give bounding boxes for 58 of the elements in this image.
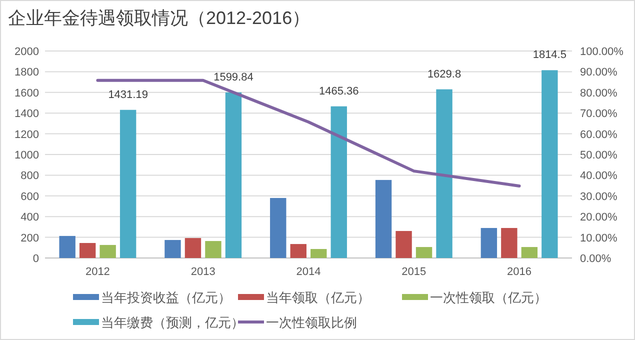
y2-tick-label: 60.00% — [580, 128, 618, 141]
bar — [59, 236, 76, 258]
y2-tick-label: 0.00% — [580, 253, 612, 265]
y-tick-label: 2000 — [14, 46, 39, 58]
bar — [310, 248, 327, 258]
data-label: 1431.19 — [108, 88, 148, 101]
bar — [521, 247, 538, 258]
y-tick-label: 1600 — [14, 87, 39, 100]
data-label: 1465.36 — [318, 85, 359, 98]
bar — [480, 228, 498, 258]
bar — [375, 180, 392, 258]
y-tick-label: 200 — [20, 232, 39, 244]
y2-tick-label: 100.00% — [580, 46, 624, 58]
y2-tick-label: 50.00% — [580, 150, 618, 162]
legend-label: 当年投资收益（亿元） — [101, 290, 231, 305]
chart-title: 企业年金待遇领取情况（2012-2016） — [8, 8, 310, 28]
bar — [205, 241, 222, 258]
legend-label: 一次性领取比例 — [266, 315, 357, 330]
bar — [290, 244, 306, 258]
bar — [164, 240, 181, 258]
y2-tick-label: 20.00% — [580, 212, 618, 224]
y-tick-label: 400 — [20, 212, 39, 224]
bar — [436, 89, 452, 258]
y2-tick-label: 30.00% — [580, 190, 618, 203]
bar — [330, 106, 347, 258]
x-tick-label: 2014 — [296, 266, 321, 278]
bar — [100, 244, 116, 258]
y-tick-label: 1800 — [14, 66, 39, 79]
bar — [79, 242, 96, 258]
y-tick-label: 1200 — [14, 128, 39, 141]
y-tick-label: 600 — [20, 190, 39, 203]
x-tick-label: 2016 — [507, 266, 532, 278]
data-label: 1599.84 — [214, 71, 254, 84]
bar — [542, 70, 558, 258]
bar — [120, 110, 136, 258]
y2-tick-label: 70.00% — [580, 108, 618, 120]
x-tick-label: 2012 — [85, 266, 110, 278]
bar — [270, 198, 286, 258]
bar — [396, 230, 412, 258]
y-tick-label: 1400 — [14, 108, 39, 120]
y2-tick-label: 90.00% — [580, 66, 618, 79]
data-label: 1629.8 — [427, 68, 462, 80]
y2-tick-label: 80.00% — [580, 87, 618, 100]
y-tick-label: 800 — [20, 170, 39, 182]
x-tick-label: 2015 — [402, 266, 426, 278]
bar — [416, 247, 432, 258]
legend-label: 当年缴费（预测，亿元） — [101, 315, 244, 330]
x-tick-label: 2013 — [190, 266, 216, 278]
bar — [501, 228, 518, 258]
legend-label: 当年领取（亿元） — [266, 290, 370, 305]
y-tick-label: 1000 — [14, 150, 39, 162]
y-tick-label: 0 — [32, 253, 39, 265]
data-label: 1814.5 — [532, 49, 566, 62]
legend-label: 一次性领取（亿元） — [430, 290, 547, 305]
bar — [225, 92, 242, 258]
bar — [184, 238, 202, 258]
y2-tick-label: 40.00% — [580, 170, 618, 182]
y2-tick-label: 10.00% — [580, 232, 618, 244]
